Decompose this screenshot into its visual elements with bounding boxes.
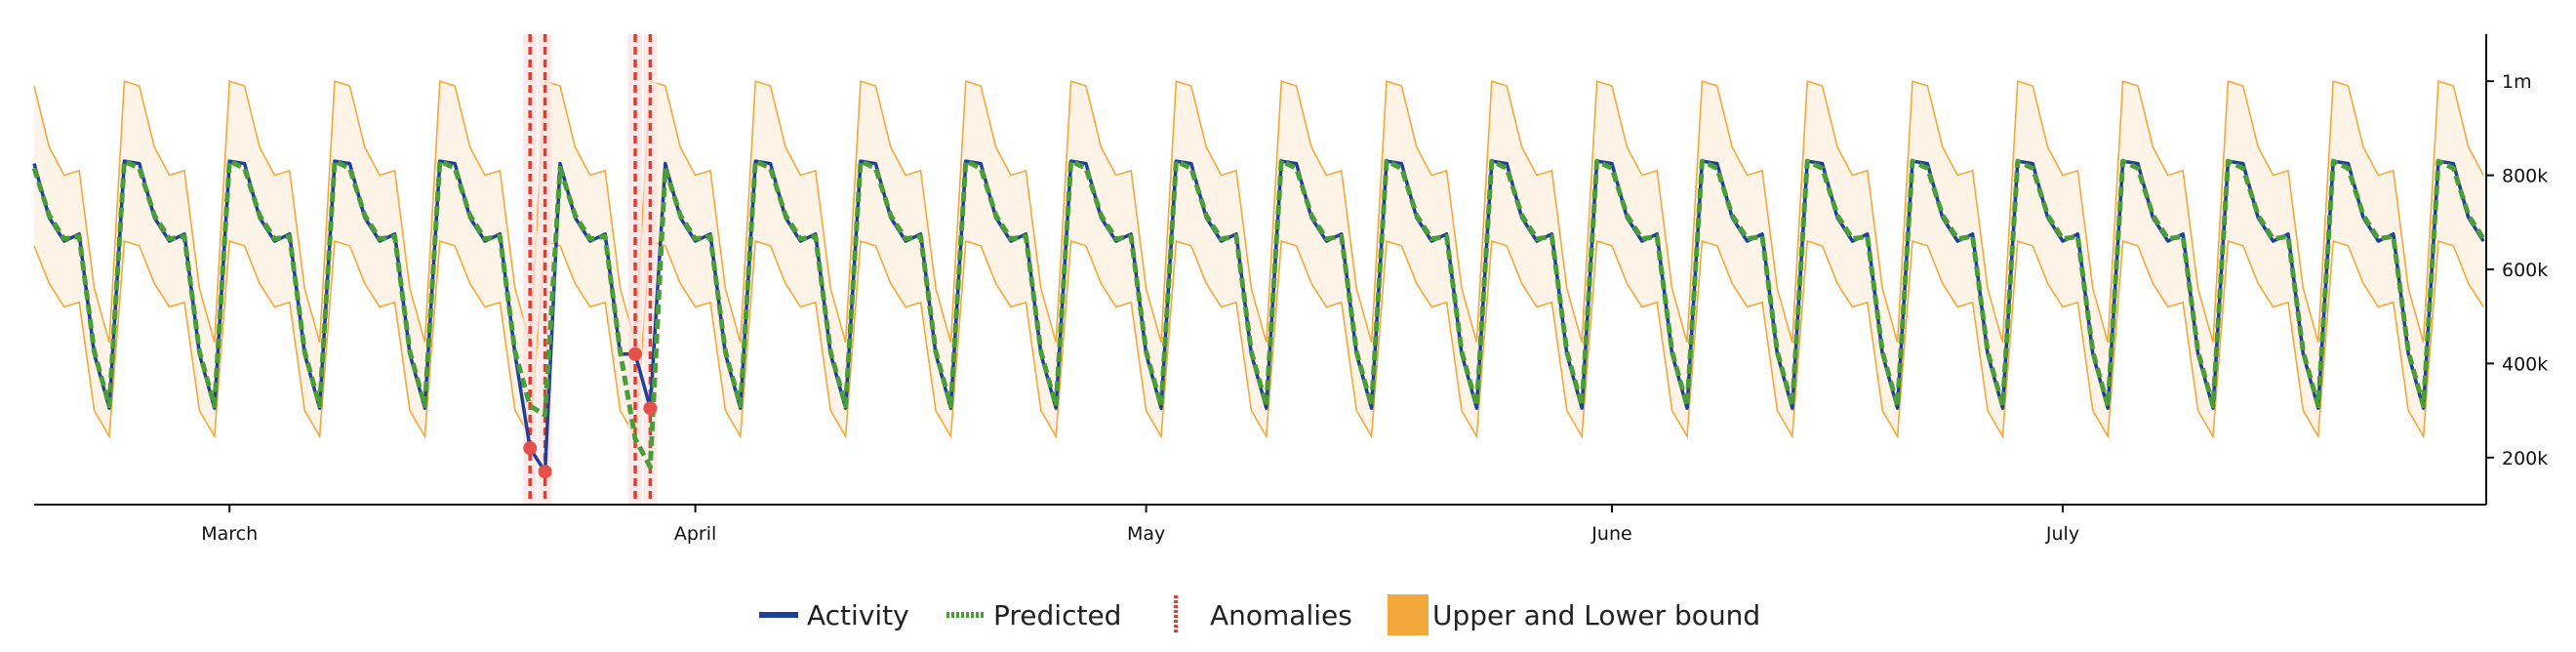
legend-label: Predicted xyxy=(993,599,1121,632)
x-tick-label: March xyxy=(201,523,258,545)
line-layer xyxy=(31,158,2486,474)
upper-bound-line xyxy=(33,80,2484,343)
legend-label: Anomalies xyxy=(1210,599,1352,632)
legend-label: Activity xyxy=(807,599,909,632)
x-tick-label: July xyxy=(2045,523,2079,545)
anomaly-point xyxy=(643,401,658,416)
legend: Activity Predicted Anomalies Upper and Lowe… xyxy=(759,594,1760,635)
y-tick-label: 1m xyxy=(2502,71,2532,93)
predicted-line xyxy=(31,158,2486,469)
x-tick-label: April xyxy=(674,523,716,545)
anomaly-point-layer xyxy=(523,346,658,479)
axis-layer: March April May June July 1m 800k 600k 400k 200k xyxy=(34,34,2548,545)
legend-label: Upper and Lower bound xyxy=(1432,599,1760,632)
lower-bound-line xyxy=(33,240,2484,439)
anomaly-point xyxy=(523,441,538,456)
y-tick-label: 600k xyxy=(2502,260,2548,281)
y-tick-label: 200k xyxy=(2502,448,2548,469)
legend-bound-swatch xyxy=(1388,594,1429,635)
anomaly-point xyxy=(628,346,642,361)
y-tick-label: 400k xyxy=(2502,353,2548,375)
x-tick-label: May xyxy=(1127,523,1165,545)
y-tick-label: 800k xyxy=(2502,166,2548,187)
anomaly-point xyxy=(538,465,552,479)
x-tick-label: June xyxy=(1590,523,1631,545)
